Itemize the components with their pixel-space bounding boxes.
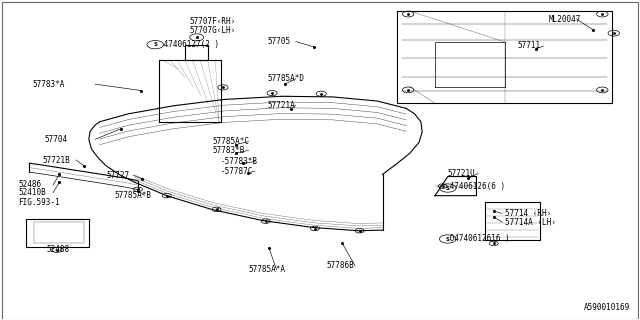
Text: 57714A ‹LH›: 57714A ‹LH› (505, 218, 556, 227)
Text: 04740612616 ): 04740612616 ) (445, 234, 509, 243)
Text: 57786B: 57786B (326, 261, 354, 270)
Text: 57714 ‹RH›: 57714 ‹RH› (505, 209, 552, 218)
Text: 47406127(2 ): 47406127(2 ) (159, 40, 219, 49)
Text: 52410B: 52410B (19, 188, 46, 197)
Text: 57721A: 57721A (268, 101, 296, 110)
Text: 57707G‹LH›: 57707G‹LH› (189, 27, 236, 36)
Text: 52488: 52488 (47, 245, 70, 254)
Text: S: S (445, 236, 450, 242)
Text: 57727: 57727 (106, 171, 129, 180)
Text: 57783*A: 57783*A (32, 80, 65, 89)
Text: 57705: 57705 (268, 37, 291, 46)
Text: 52486: 52486 (19, 180, 42, 189)
Text: ML20047: ML20047 (548, 15, 581, 24)
Text: S: S (445, 186, 450, 190)
Text: 57785A*A: 57785A*A (248, 265, 285, 275)
Text: 47406126(6 ): 47406126(6 ) (445, 182, 505, 191)
Text: 57704: 57704 (45, 135, 68, 144)
Text: 57721B: 57721B (42, 156, 70, 164)
Text: 57707F‹RH›: 57707F‹RH› (189, 17, 236, 26)
Text: A590010169: A590010169 (584, 303, 630, 312)
Text: 57711: 57711 (518, 41, 541, 51)
Text: S: S (153, 42, 157, 47)
Text: -57787C: -57787C (221, 167, 253, 176)
Text: 57721U: 57721U (448, 169, 476, 178)
Text: -57783*B: -57783*B (221, 157, 258, 166)
Text: 57783*B: 57783*B (212, 146, 245, 155)
Text: 57785A*C: 57785A*C (212, 137, 250, 146)
Text: FIG.593-1: FIG.593-1 (19, 197, 60, 206)
Text: 57785A*B: 57785A*B (115, 191, 152, 200)
Text: 57785A*D: 57785A*D (268, 74, 305, 83)
